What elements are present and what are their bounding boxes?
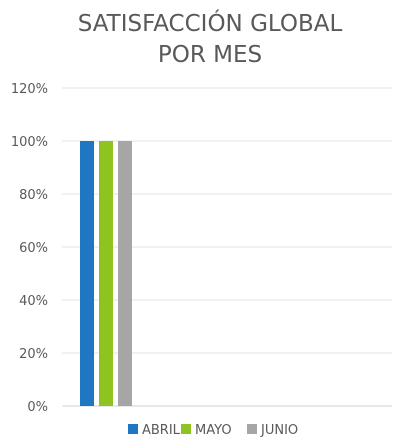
y-axis-tick-labels: 0% 20% 40% 60% 80% 100% 120%: [11, 82, 48, 415]
legend-swatch-junio: [247, 424, 257, 434]
y-tick-label: 120%: [11, 82, 48, 97]
bar-abril: [80, 141, 94, 406]
y-tick-label: 0%: [27, 400, 48, 415]
legend-swatch-mayo: [181, 424, 191, 434]
legend-label-mayo: MAYO: [195, 423, 232, 438]
legend: ABRIL MAYO JUNIO: [128, 423, 298, 438]
y-tick-label: 40%: [19, 294, 48, 309]
y-tick-label: 20%: [19, 347, 48, 362]
gridlines: [62, 87, 392, 407]
legend-label-abril: ABRIL: [142, 423, 181, 438]
bar-junio: [118, 141, 132, 406]
bars: [80, 141, 132, 406]
y-tick-label: 100%: [11, 135, 48, 150]
bar-mayo: [99, 141, 113, 406]
chart-title-line-1: SATISFACCIÓN GLOBAL: [78, 9, 343, 37]
y-tick-label: 60%: [19, 241, 48, 256]
legend-label-junio: JUNIO: [260, 423, 298, 438]
chart-title-line-2: POR MES: [158, 42, 262, 68]
chart-title: SATISFACCIÓN GLOBAL POR MES: [78, 9, 343, 68]
legend-swatch-abril: [128, 424, 138, 434]
y-tick-label: 80%: [19, 188, 48, 203]
